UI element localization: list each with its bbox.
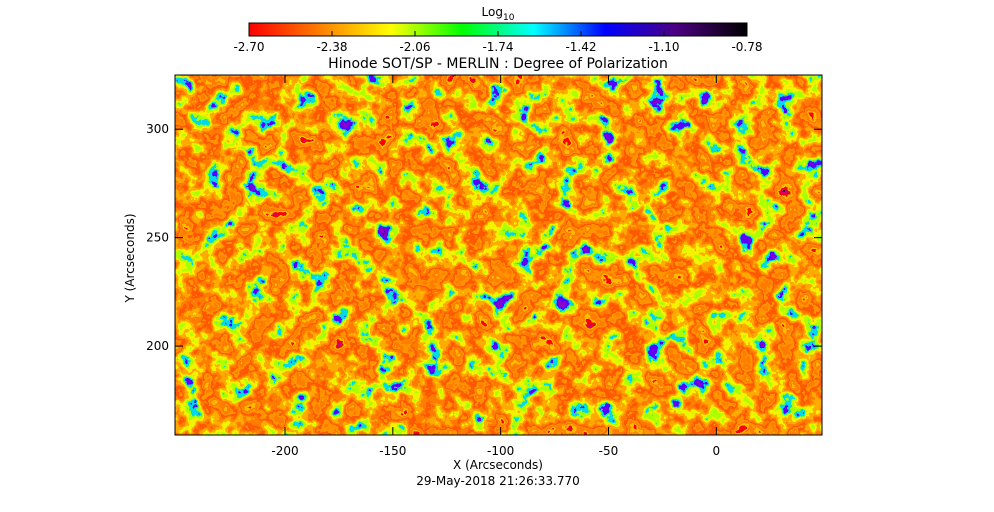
y-tick-label: 200 [146, 339, 169, 353]
colorbar-tick-label: -1.10 [648, 40, 679, 54]
x-tick-label: -200 [271, 444, 298, 458]
colorbar-tick-label: -2.38 [316, 40, 347, 54]
polarization-map [175, 75, 822, 435]
chart-title: Hinode SOT/SP - MERLIN : Degree of Polar… [328, 56, 668, 72]
colorbar-tick-label: -1.42 [565, 40, 596, 54]
x-tick-label: -50 [599, 444, 619, 458]
timestamp: 29-May-2018 21:26:33.770 [416, 474, 580, 488]
x-tick-label: -150 [379, 444, 406, 458]
colorbar-tick-label: -2.06 [399, 40, 430, 54]
y-axis-label: Y (Arcseconds) [123, 213, 137, 303]
x-tick-label: 0 [713, 444, 721, 458]
plot-frame [174, 74, 823, 436]
x-tick-label: -100 [487, 444, 514, 458]
colorbar-tick-label: -2.70 [233, 40, 264, 54]
colorbar-label-text: Log [482, 5, 503, 19]
colorbar-label: Log10 [482, 5, 515, 23]
y-tick-label: 300 [146, 122, 169, 136]
y-tick-label: 250 [146, 231, 169, 245]
colorbar-tick-label: -1.74 [482, 40, 513, 54]
x-axis-label: X (Arcseconds) [453, 458, 543, 472]
colorbar-label-sub: 10 [503, 13, 515, 23]
colorbar-tick-label: -0.78 [731, 40, 762, 54]
